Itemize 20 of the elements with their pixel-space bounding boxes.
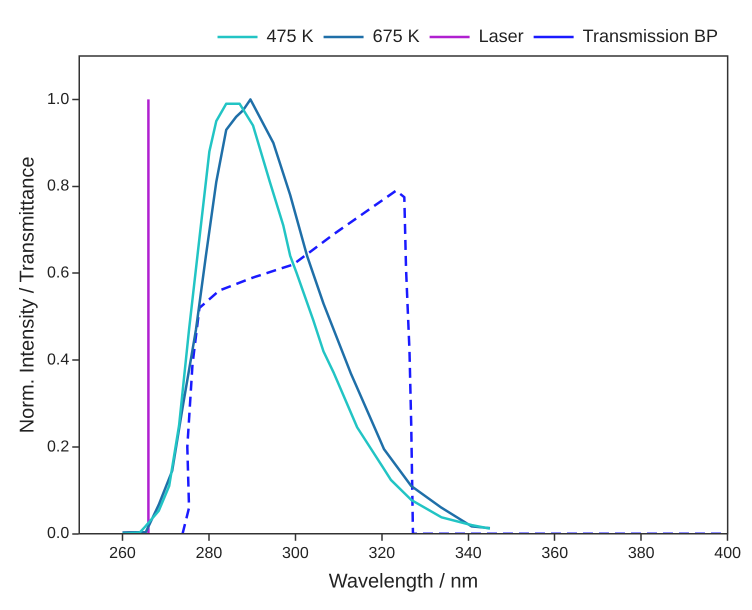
x-tick-label: 380 [628,544,655,562]
y-tick-label: 0.2 [46,438,70,456]
y-tick-label: 1.0 [46,90,70,108]
y-tick-label: 0.4 [46,351,70,368]
x-tick-label: 400 [714,544,742,562]
x-tick-label: 340 [454,544,482,562]
y-axis-title: Norm. Intensity / Transmittance [16,156,39,434]
x-axis-title: Wavelength / nm [328,570,478,593]
x-tick-label: 320 [368,544,396,562]
y-tick-label: 0.6 [46,264,70,282]
x-tick-label: 300 [282,544,309,562]
y-tick-label: 0.8 [46,178,70,195]
legend-label: 675 K [372,26,420,46]
legend-label: 475 K [266,26,314,46]
legend-label: Transmission BP [582,26,718,46]
y-tick-label: 0.0 [46,525,70,542]
legend-label: Laser [478,26,524,46]
x-tick-label: 260 [109,544,136,562]
x-tick-label: 360 [541,544,568,562]
x-tick-label: 280 [196,544,222,562]
